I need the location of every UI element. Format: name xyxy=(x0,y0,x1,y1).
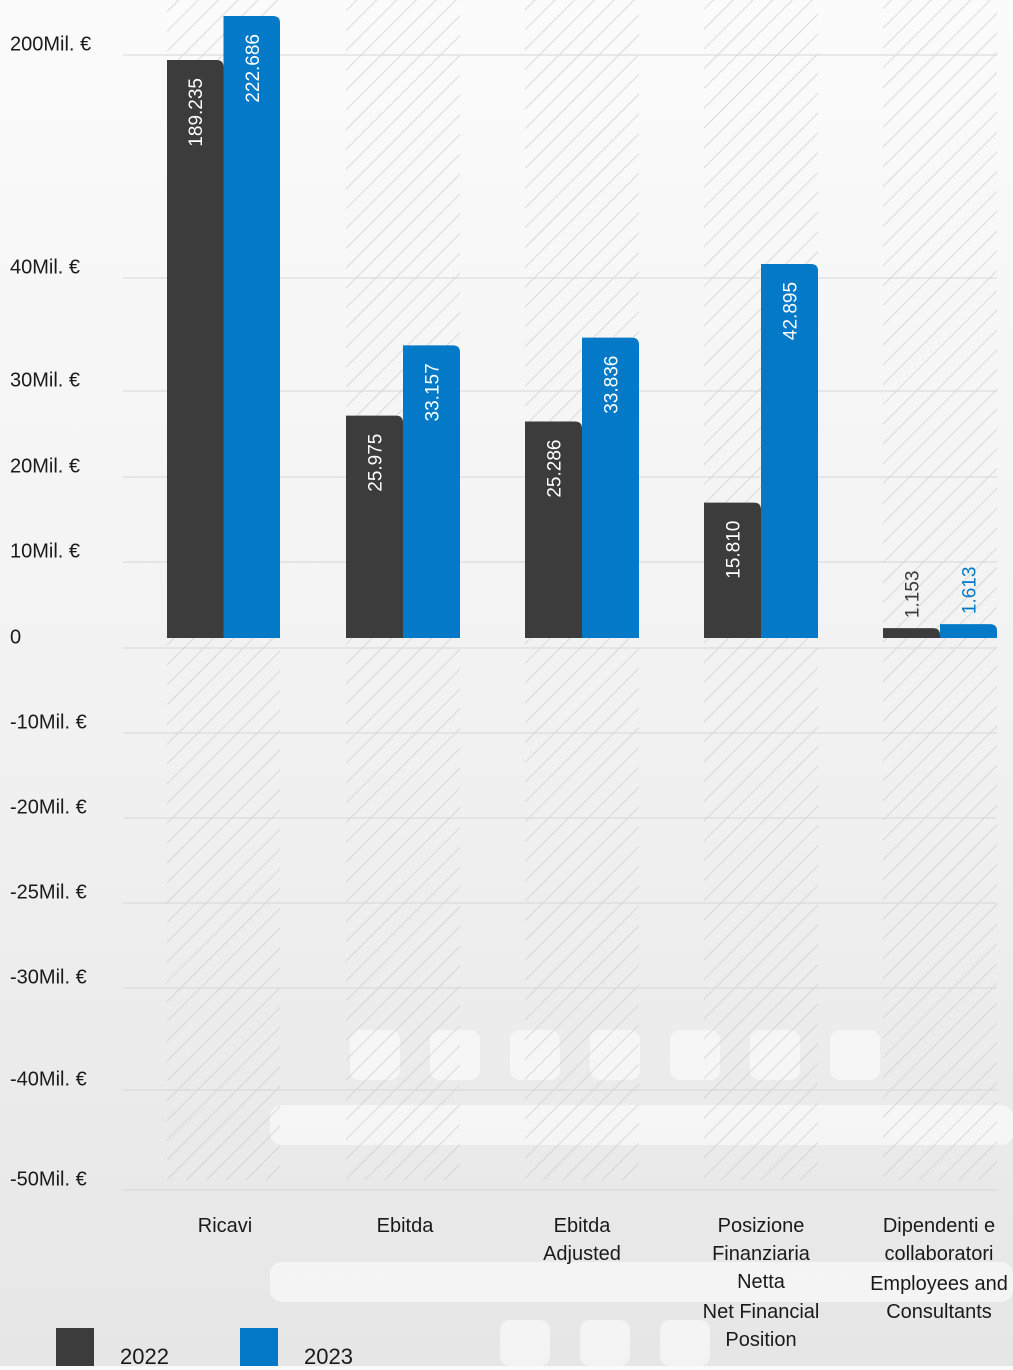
y-tick-label: 20Mil. € xyxy=(10,455,80,477)
bar-2022-posizione-finanziaria-netta xyxy=(704,502,761,638)
bar-2022-dipendenti-e-collaboratori xyxy=(883,628,940,638)
category-label-employees-en: Employees and Consultants xyxy=(870,1273,1008,1323)
y-tick-label: -20Mil. € xyxy=(10,796,87,818)
hatch-column-dipendenti-e-collaboratori xyxy=(883,0,997,1180)
legend-2023: 2023 xyxy=(240,1328,353,1369)
legend-label-2023: 2023 xyxy=(304,1344,353,1369)
y-tick-label: 200Mil. € xyxy=(10,33,91,55)
bar-2022-ricavi xyxy=(167,60,224,638)
category-label-ebitda: Ebitda xyxy=(376,1215,434,1237)
value-label-2022-dipendenti-e-collaboratori: 1.153 xyxy=(903,571,924,619)
legend-swatch-2022 xyxy=(56,1328,94,1366)
category-label-ebitda-adjusted: Ebitda Adjusted xyxy=(543,1215,621,1265)
legend-2022: 2022 xyxy=(56,1328,169,1369)
y-tick-label: 40Mil. € xyxy=(10,256,80,278)
value-label-2023-ebitda: 33.157 xyxy=(423,363,444,421)
bar-2023-ebitda xyxy=(403,345,460,638)
legend-label-2022: 2022 xyxy=(120,1344,169,1369)
y-tick-label: -10Mil. € xyxy=(10,711,87,733)
value-label-2022-ricavi: 189.235 xyxy=(186,78,207,147)
value-label-2023-dipendenti-e-collaboratori: 1.613 xyxy=(960,567,981,615)
y-tick-label: -50Mil. € xyxy=(10,1168,87,1190)
value-label-2022-ebitda: 25.975 xyxy=(366,434,387,492)
value-label-2023-posizione-finanziaria-netta: 42.895 xyxy=(781,282,802,340)
bar-2022-ebitda xyxy=(346,415,403,638)
bar-2023-dipendenti-e-collaboratori xyxy=(940,624,997,638)
value-label-2022-posizione-finanziaria-netta: 15.810 xyxy=(724,521,745,579)
y-tick-label: 10Mil. € xyxy=(10,540,80,562)
bar-2022-ebitda-adjusted xyxy=(525,421,582,638)
category-label-ricavi: Ricavi xyxy=(197,1215,253,1237)
y-tick-label: 30Mil. € xyxy=(10,369,80,391)
value-label-2022-ebitda-adjusted: 25.286 xyxy=(545,440,566,498)
y-tick-label: -25Mil. € xyxy=(10,881,87,903)
bar-2023-ricavi xyxy=(223,16,280,638)
bar-2023-ebitda-adjusted xyxy=(582,337,639,638)
category-label-pfn-en: Net Financial Position xyxy=(702,1301,820,1351)
y-tick-label: -40Mil. € xyxy=(10,1068,87,1090)
category-label-employees: Dipendenti e collaboratori Employees and… xyxy=(866,1212,1012,1326)
y-tick-label: 0 xyxy=(10,626,21,648)
value-label-2023-ebitda-adjusted: 33.836 xyxy=(602,356,623,414)
value-label-2023-ricavi: 222.686 xyxy=(243,34,264,103)
category-label-pfn: Posizione Finanziaria Netta Net Financia… xyxy=(688,1212,834,1354)
y-tick-label: -30Mil. € xyxy=(10,966,87,988)
bar-2023-posizione-finanziaria-netta xyxy=(761,263,818,638)
legend-swatch-2023 xyxy=(240,1328,278,1366)
